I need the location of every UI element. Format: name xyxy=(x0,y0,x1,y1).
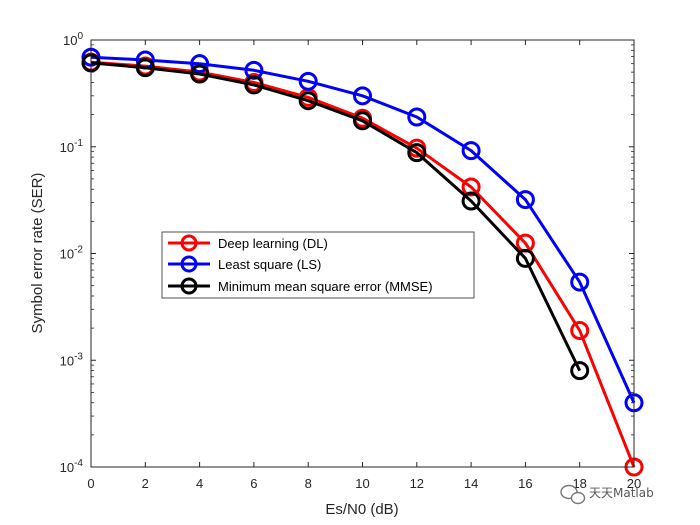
data-point-mmse xyxy=(570,361,590,381)
data-point-ls xyxy=(570,272,590,292)
series-layer xyxy=(81,47,644,477)
data-point-mmse xyxy=(407,143,427,163)
legend-label-mmse: Minimum mean square error (MMSE) xyxy=(218,279,433,294)
y-tick-label: 10-4 xyxy=(60,458,84,475)
x-tick-label: 10 xyxy=(355,476,369,491)
y-tick-label: 10-2 xyxy=(60,245,84,262)
x-tick-label: 12 xyxy=(410,476,424,491)
legend-marker-mmse xyxy=(180,277,198,295)
x-tick-label: 0 xyxy=(87,476,94,491)
data-point-ls xyxy=(298,71,318,91)
wechat-icon xyxy=(560,484,586,505)
watermark-text: 天天Matlab xyxy=(589,486,654,500)
data-point-mmse xyxy=(515,248,535,268)
series-line-mmse xyxy=(90,61,582,372)
data-point-mmse xyxy=(190,64,210,84)
x-tick-label: 4 xyxy=(196,476,203,491)
series-line-dl xyxy=(90,60,636,468)
x-tick-label: 16 xyxy=(518,476,532,491)
data-point-mmse xyxy=(244,75,264,95)
x-axis-label: Es/N0 (dB) xyxy=(325,501,398,518)
ticks-layer: 0 2 4 6 8 10 12 14 16 18 20 10-4 10-3 10-2 10-1 100 xyxy=(60,31,642,491)
legend-marker-ls xyxy=(180,255,198,273)
series-line-ls xyxy=(90,55,636,404)
data-point-ls xyxy=(461,141,481,161)
data-point-mmse xyxy=(461,191,481,211)
watermark: 天天Matlab xyxy=(560,484,654,505)
y-tick-label: 10-3 xyxy=(60,351,84,368)
data-point-mmse xyxy=(353,111,372,131)
data-point-ls xyxy=(407,107,427,127)
data-point-ls xyxy=(190,54,210,74)
legend-box xyxy=(161,231,475,299)
legend-entry-dl: Deep learning (DL) xyxy=(168,234,328,252)
data-point-ls xyxy=(515,190,535,210)
data-point-ls xyxy=(353,86,372,106)
x-tick-label: 8 xyxy=(305,476,312,491)
plot-frame xyxy=(90,39,635,468)
series-mmse xyxy=(81,53,590,381)
legend-label-dl: Deep learning (DL) xyxy=(218,236,328,251)
y-axis-label: Symbol error rate (SER) xyxy=(29,173,46,334)
legend-entry-ls: Least square (LS) xyxy=(168,255,321,273)
series-ls xyxy=(81,47,644,413)
x-tick-label: 18 xyxy=(572,476,586,491)
legend: Deep learning (DL) Least square (LS) Min… xyxy=(161,231,475,299)
legend-marker-dl xyxy=(180,234,198,252)
data-point-mmse xyxy=(135,58,155,78)
x-tick-label: 20 xyxy=(627,476,641,491)
legend-entry-mmse: Minimum mean square error (MMSE) xyxy=(168,277,433,295)
legend-label-ls: Least square (LS) xyxy=(218,257,321,272)
y-tick-label: 100 xyxy=(63,31,83,48)
data-point-mmse xyxy=(298,91,318,111)
data-point-dl xyxy=(570,320,590,340)
x-tick-label: 14 xyxy=(464,476,478,491)
x-tick-label: 6 xyxy=(250,476,257,491)
y-tick-label: 10-1 xyxy=(60,138,84,155)
x-tick-label: 2 xyxy=(142,476,149,491)
data-point-dl xyxy=(461,177,481,197)
